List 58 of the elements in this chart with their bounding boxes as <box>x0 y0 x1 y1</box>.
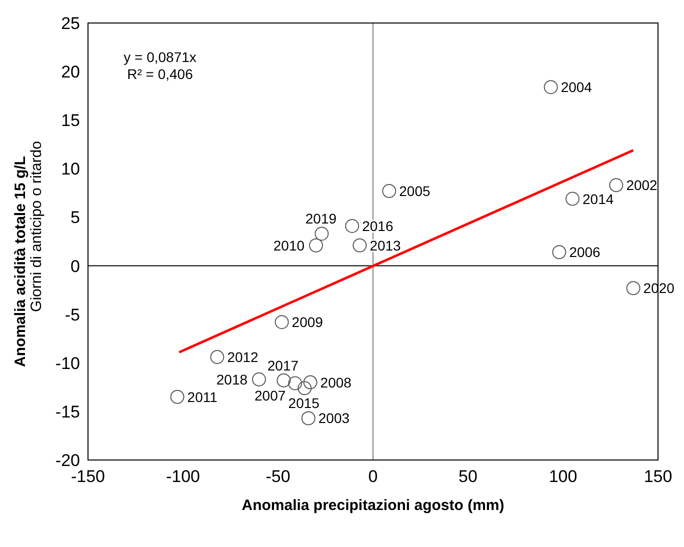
point <box>544 80 558 94</box>
point <box>276 373 291 388</box>
series-label: 2009 <box>292 314 324 330</box>
series-label: 2004 <box>560 79 592 96</box>
point <box>252 372 266 386</box>
series-label: 2005 <box>399 183 431 199</box>
point <box>626 281 640 296</box>
series-label: 2019 <box>305 210 337 227</box>
point <box>298 381 312 396</box>
series-label: 2015 <box>288 395 320 412</box>
y-tick-label: 5 <box>70 208 80 228</box>
point <box>314 226 329 241</box>
series-label: 2018 <box>216 371 248 388</box>
y-tick-label: -15 <box>55 402 80 422</box>
x-tick-label: -50 <box>266 467 290 486</box>
point <box>274 315 289 330</box>
series-label: 2013 <box>370 237 402 254</box>
x-axis-title: Anomalia precipitazioni agosto (mm) <box>242 497 504 514</box>
series-label: 2014 <box>582 190 614 207</box>
y-tick-label: -20 <box>55 451 80 470</box>
series-label: 2007 <box>254 387 286 404</box>
point <box>609 178 624 192</box>
series-label: 2016 <box>362 218 394 234</box>
point <box>566 192 580 206</box>
point <box>301 411 316 426</box>
point <box>345 218 360 233</box>
y-tick-label: -5 <box>64 305 80 324</box>
point <box>552 245 566 260</box>
y-tick-label: 10 <box>61 160 80 179</box>
x-tick-label: -150 <box>70 467 106 486</box>
x-tick-label: 150 <box>644 467 672 486</box>
point <box>352 238 367 252</box>
point <box>303 375 318 390</box>
y-tick-label: 0 <box>70 256 80 276</box>
series-label: 2012 <box>227 349 259 366</box>
point <box>170 390 184 404</box>
series-label: 2010 <box>273 237 305 254</box>
x-tick-label: 50 <box>458 467 478 486</box>
point <box>210 350 224 364</box>
series-label: 2003 <box>318 410 350 426</box>
x-tick-label: 100 <box>548 467 578 486</box>
point <box>288 376 302 390</box>
text: Giorni di anticipo o ritardo <box>28 141 45 312</box>
series-label: 2017 <box>267 357 299 374</box>
x-tick-label: -100 <box>166 467 200 486</box>
annotation: y = 0,0871x R² = 0,406 <box>124 49 196 82</box>
point <box>309 238 323 252</box>
series-label: 2008 <box>320 374 352 390</box>
y-tick-label: 15 <box>61 111 80 130</box>
series-label: 2011 <box>187 388 218 405</box>
point <box>382 184 396 198</box>
y-tick-label: 20 <box>61 62 80 82</box>
x-tick-label: 0 <box>368 467 378 486</box>
y-tick-label: -10 <box>55 354 80 373</box>
series-label: 2006 <box>569 244 601 260</box>
y-axis-title: Anomalia acidità totale 15 g/L <box>12 156 29 367</box>
y-tick-label: 25 <box>61 14 80 33</box>
series-label: 2002 <box>626 177 658 194</box>
